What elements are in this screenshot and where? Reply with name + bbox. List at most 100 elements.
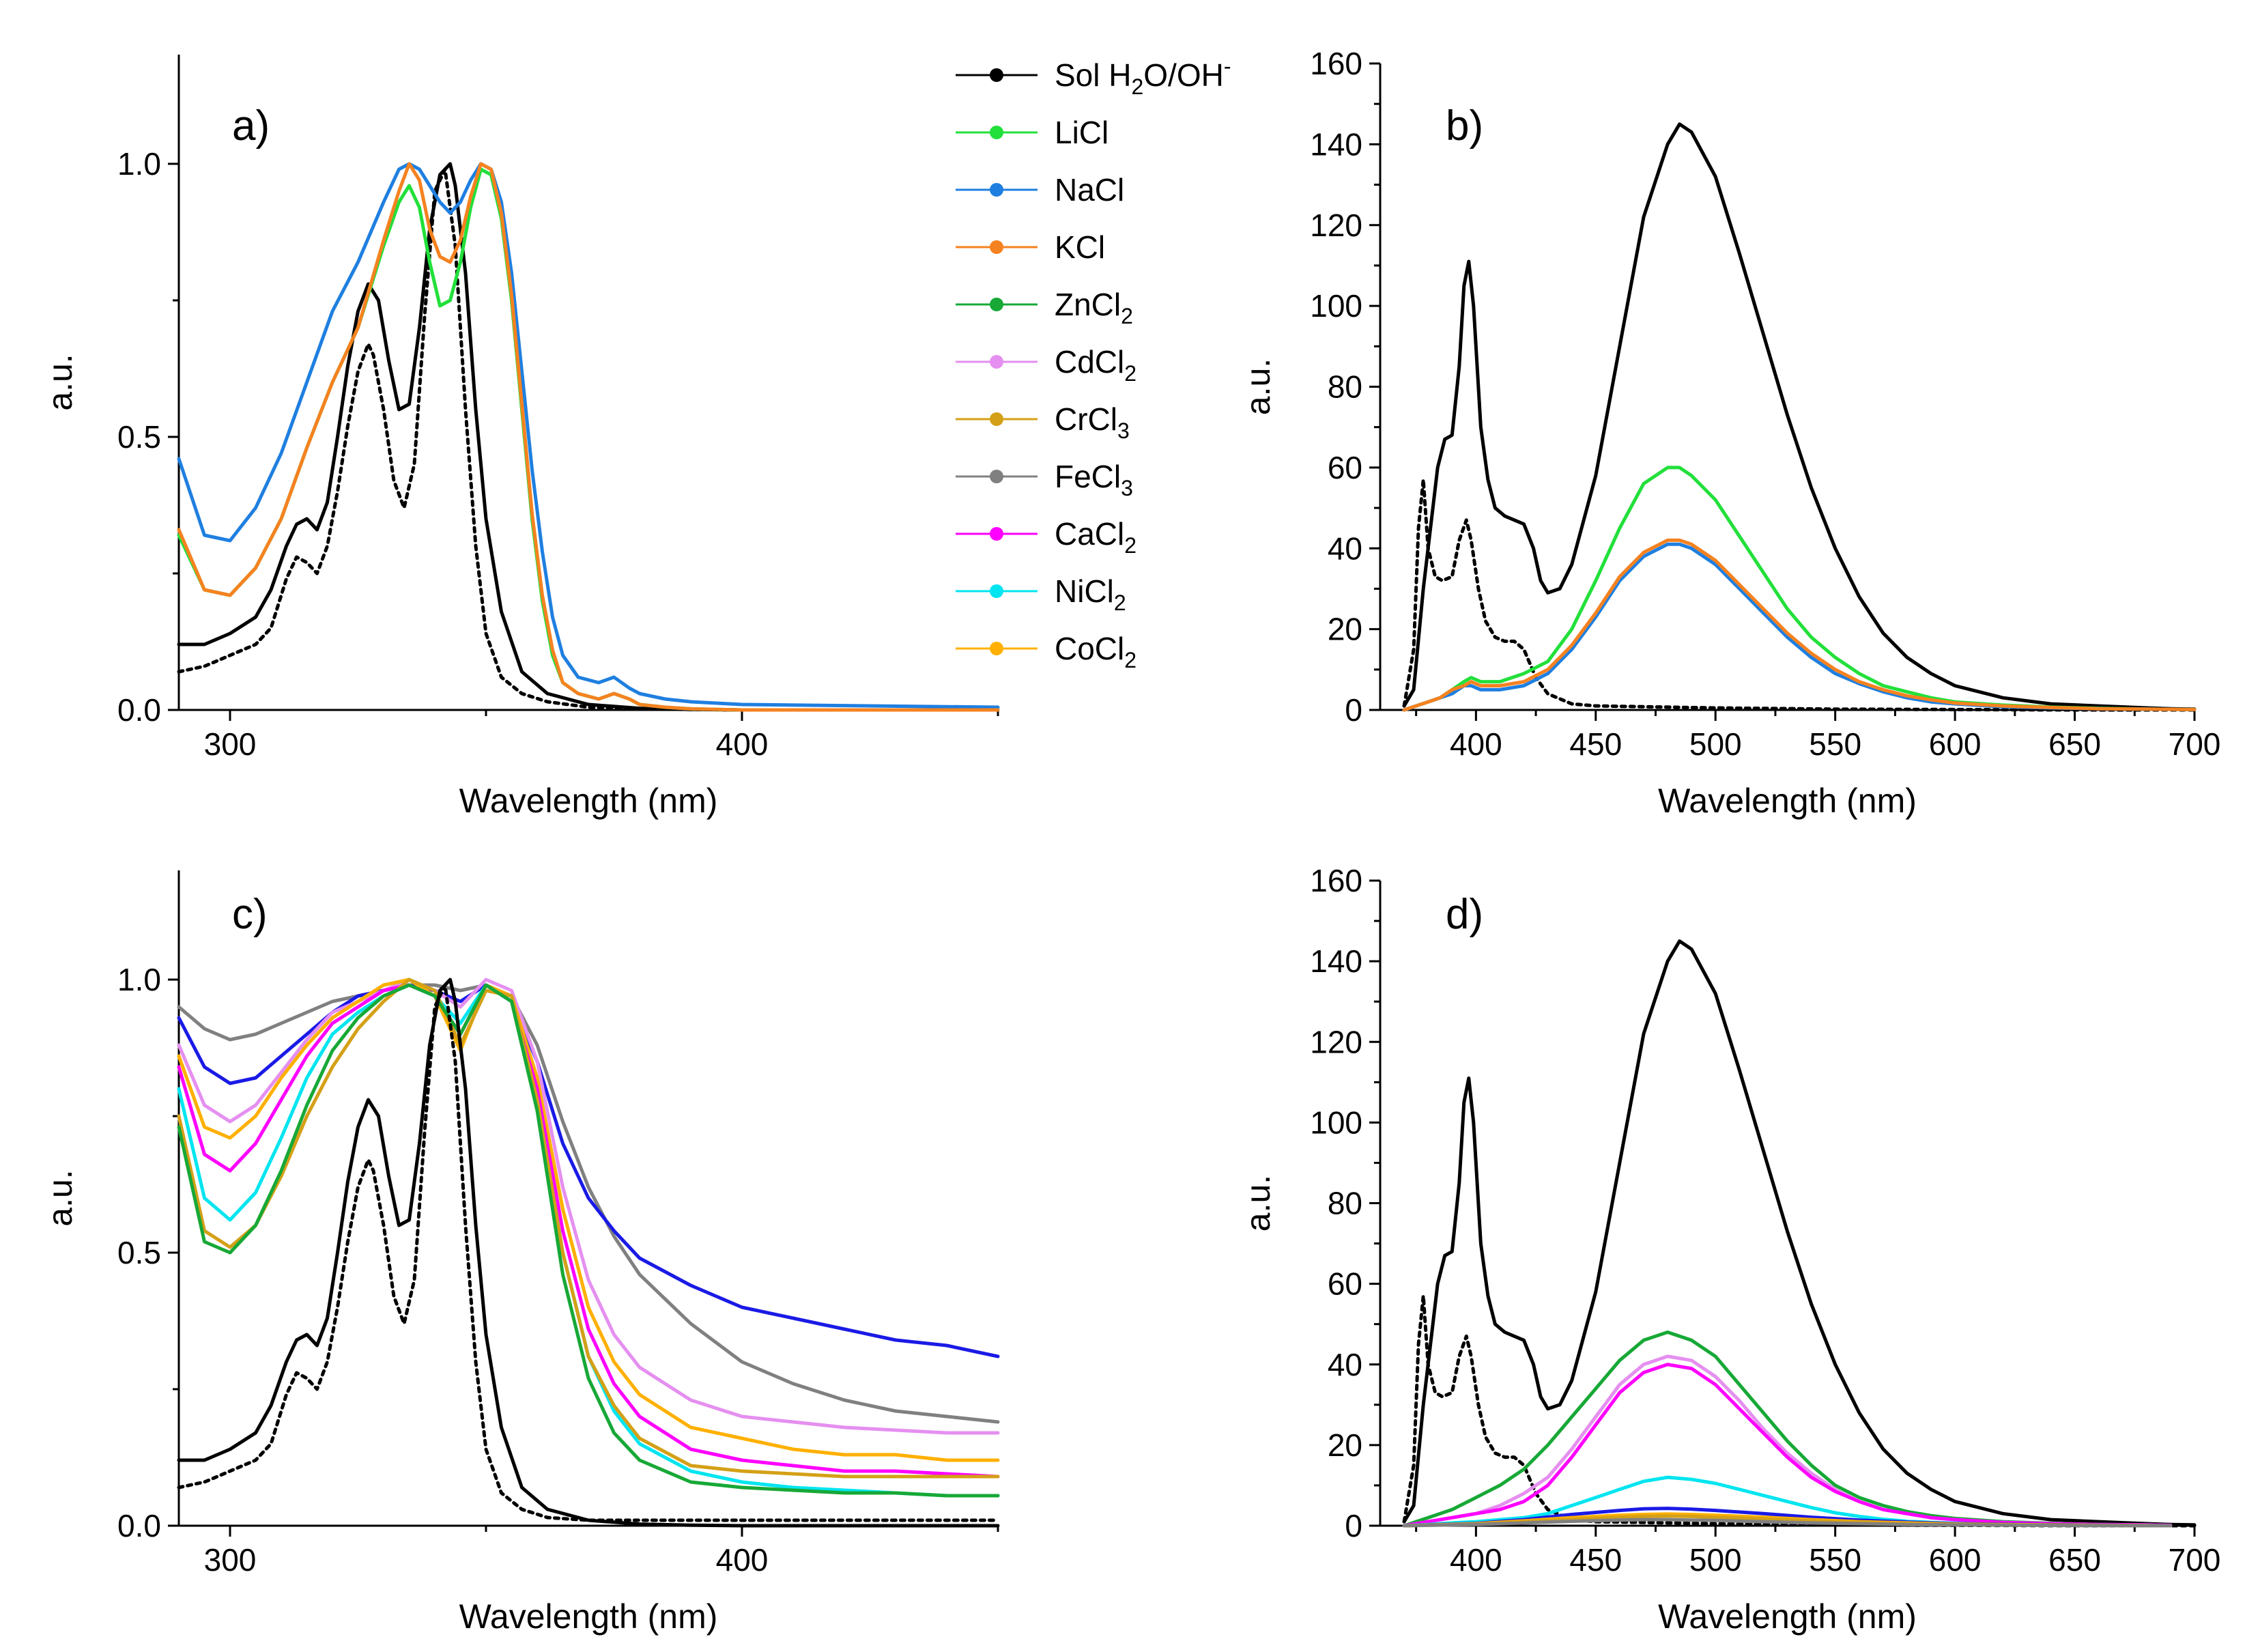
x-axis-title: Wavelength (nm) — [459, 782, 718, 820]
series-line-sol-h2o-oh- — [1402, 122, 2197, 711]
legend-item-crcl3: CrCl3 — [956, 401, 1130, 443]
x-tick-label: 650 — [2048, 726, 2101, 762]
y-tick-label: 0.5 — [117, 1235, 161, 1270]
series-line-zncl2 — [177, 983, 1000, 1498]
series-line-cacl2 — [1402, 1363, 2173, 1528]
x-tick-label: 400 — [1450, 726, 1502, 762]
legend-item-nicl2: NiCl2 — [956, 573, 1126, 615]
legend-label: NiCl2 — [1055, 573, 1126, 615]
y-tick-label: 140 — [1310, 943, 1362, 979]
legend-marker — [990, 412, 1003, 426]
legend-item-licl: LiCl — [956, 115, 1109, 150]
legend-label: FeCl3 — [1055, 459, 1133, 500]
legend-label: LiCl — [1055, 115, 1109, 150]
legend-label: ZnCl2 — [1055, 287, 1133, 328]
y-tick-label: 0.5 — [117, 419, 161, 455]
legend-marker — [990, 298, 1003, 311]
series-line-sol-h2o-oh- — [177, 162, 1000, 712]
y-tick-label: 100 — [1310, 288, 1362, 324]
legend-marker — [990, 68, 1003, 82]
x-tick-label: 400 — [716, 1542, 769, 1578]
series-line-sol-h2o-oh- — [177, 978, 1000, 1528]
series-line-sol-h2o-oh-dotted- — [177, 167, 1000, 712]
panel-label: b) — [1446, 102, 1483, 149]
legend-item-nacl: NaCl — [956, 172, 1124, 208]
series-line-cdcl2 — [177, 978, 1000, 1435]
legend-marker — [990, 584, 1003, 598]
series-line-sol-h2o-oh- — [1402, 939, 2197, 1527]
y-tick-label: 0.0 — [117, 1508, 161, 1543]
x-tick-label: 450 — [1569, 726, 1622, 762]
panel-a-chart: 0.0 0.5 1.0 300 400 Wavelength (nm) a.u. a) — [41, 55, 1000, 820]
series-line-sol-h2o-oh-dotted- — [177, 983, 1000, 1522]
legend-item-cdcl2: CdCl2 — [956, 344, 1136, 386]
panel-c-chart: 0.0 0.5 1.0 300 400 Wavelength (nm) a.u. c) — [41, 870, 1000, 1636]
y-tick-label: 60 — [1328, 450, 1362, 485]
y-tick-label: 100 — [1310, 1105, 1362, 1140]
x-tick-label: 400 — [1450, 1542, 1502, 1578]
legend-label: CdCl2 — [1055, 344, 1136, 386]
legend: Sol H2O/OH- LiCl NaCl KCl ZnCl2 CdCl2 CrCl3 FeC… — [956, 54, 1231, 672]
legend-item-kcl: KCl — [956, 229, 1105, 265]
legend-marker — [990, 642, 1003, 655]
y-tick-label: 120 — [1310, 208, 1362, 243]
y-tick-label: 0.0 — [117, 692, 161, 728]
y-axis-title: a.u. — [41, 354, 79, 410]
legend-item-fecl3: FeCl3 — [956, 459, 1133, 500]
panel-label: d) — [1446, 891, 1483, 938]
legend-marker — [990, 527, 1003, 541]
x-tick-label: 300 — [204, 726, 257, 762]
x-tick-label: 450 — [1569, 1542, 1622, 1578]
x-axis-title: Wavelength (nm) — [1658, 782, 1917, 820]
x-tick-label: 400 — [716, 726, 769, 762]
series-line-sol-h2o-oh-dotted- — [1402, 1294, 2197, 1528]
legend-label: CaCl2 — [1055, 516, 1136, 558]
y-tick-label: 120 — [1310, 1024, 1362, 1059]
legend-item-cacl2: CaCl2 — [956, 516, 1136, 558]
legend-marker — [990, 126, 1003, 139]
y-axis-title: a.u. — [41, 1169, 79, 1226]
legend-label: KCl — [1055, 229, 1105, 265]
legend-item-sol: Sol H2O/OH- — [956, 54, 1231, 99]
y-tick-label: 40 — [1328, 530, 1362, 566]
series-line-nacl — [1402, 542, 2197, 712]
y-tick-label: 140 — [1310, 126, 1362, 162]
y-tick-label: 80 — [1328, 1186, 1362, 1221]
y-axis-title: a.u. — [1239, 1175, 1277, 1231]
y-tick-label: 40 — [1328, 1347, 1362, 1382]
legend-label: Sol H2O/OH- — [1055, 54, 1231, 99]
panel-label: a) — [232, 102, 270, 149]
y-tick-label: 60 — [1328, 1266, 1362, 1302]
x-tick-label: 550 — [1809, 1542, 1861, 1578]
series-line-fecl3 — [1402, 1518, 2173, 1528]
y-tick-label: 20 — [1328, 1427, 1362, 1463]
legend-marker — [990, 355, 1003, 369]
series-line-sol-h2o-oh-dotted- — [1402, 478, 2197, 712]
x-tick-label: 700 — [2169, 726, 2221, 762]
x-tick-label: 500 — [1689, 1542, 1742, 1578]
x-axis-title: Wavelength (nm) — [459, 1597, 718, 1636]
legend-marker — [990, 470, 1003, 483]
x-tick-label: 600 — [1929, 726, 1982, 762]
x-tick-label: 700 — [2169, 1542, 2221, 1578]
x-tick-label: 600 — [1929, 1542, 1982, 1578]
y-tick-label: 160 — [1310, 863, 1362, 898]
panel-label: c) — [232, 891, 268, 938]
x-tick-label: 300 — [204, 1542, 257, 1578]
legend-item-zncl2: ZnCl2 — [956, 287, 1133, 328]
series-line-licl — [1402, 466, 2197, 712]
panel-b-chart: 0 20 40 60 80 100 120 140 160 400 450 500 550 600 650 7… — [1239, 46, 2220, 820]
y-tick-label: 1.0 — [117, 146, 161, 182]
x-tick-label: 650 — [2048, 1542, 2101, 1578]
series-line-cocl2 — [177, 978, 1000, 1462]
panel-d-chart: 0 20 40 60 80 100 120 140 160 400 450 500 550 600 650 7… — [1239, 863, 2220, 1636]
legend-label: NaCl — [1055, 172, 1124, 208]
y-tick-label: 1.0 — [117, 962, 161, 997]
x-tick-label: 500 — [1689, 726, 1742, 762]
y-tick-label: 80 — [1328, 369, 1362, 405]
series-line-nacl — [177, 162, 1000, 709]
y-tick-label: 160 — [1310, 46, 1362, 81]
series-line-licl — [177, 167, 1000, 712]
legend-label: CoCl2 — [1055, 631, 1136, 672]
